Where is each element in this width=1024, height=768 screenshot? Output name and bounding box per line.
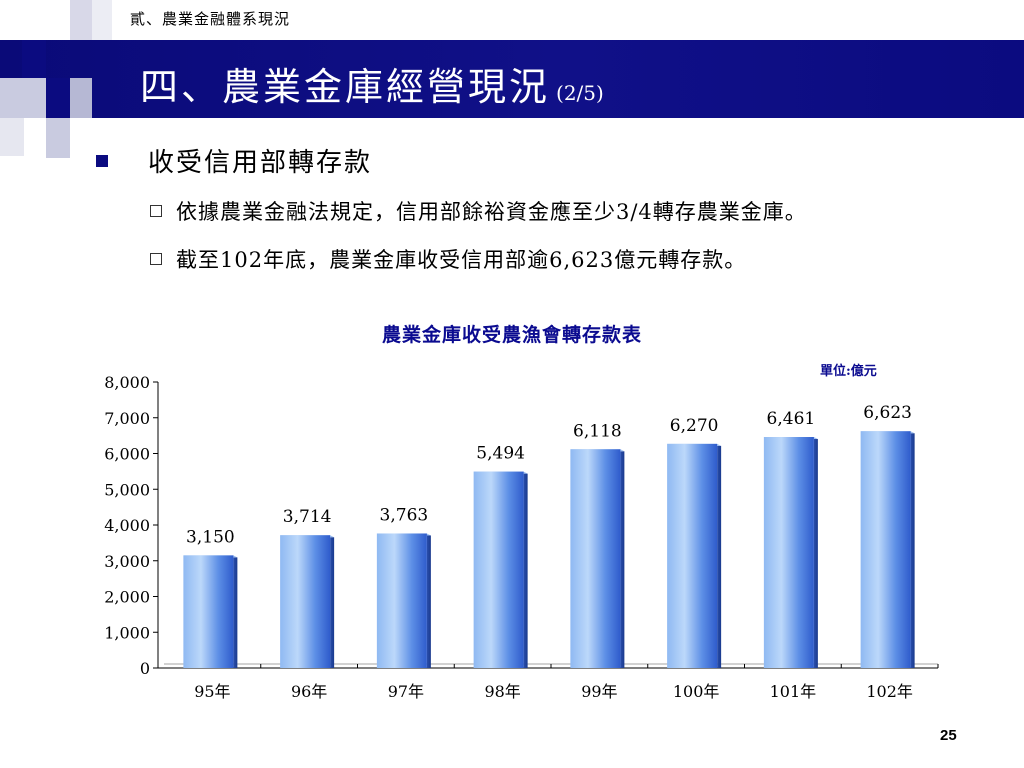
decorative-square — [0, 78, 46, 118]
y-tick-label: 8,000 — [104, 373, 150, 392]
x-tick-label: 101年 — [770, 682, 817, 701]
square-bullet-icon — [96, 155, 108, 167]
bar-side — [620, 451, 625, 668]
x-tick-label: 98年 — [484, 682, 520, 701]
decorative-square — [22, 40, 46, 78]
decorative-square — [46, 78, 70, 118]
data-label: 3,150 — [186, 527, 235, 547]
sub-bullet: 截至102年底，農業金庫收受信用部逾6,623億元轉存款。 — [150, 244, 746, 274]
x-tick-label: 95年 — [194, 682, 230, 701]
bar-side — [813, 439, 818, 668]
y-tick-label: 1,000 — [104, 623, 150, 642]
bar — [376, 533, 427, 668]
hollow-square-bullet-icon — [150, 205, 162, 217]
data-label: 3,714 — [283, 507, 332, 527]
bar — [280, 535, 331, 668]
y-tick-label: 3,000 — [104, 552, 150, 571]
decorative-square — [46, 118, 70, 158]
x-tick-label: 102年 — [866, 682, 913, 701]
data-label: 3,763 — [380, 505, 429, 525]
y-tick-label: 4,000 — [104, 516, 150, 535]
decorative-square — [70, 0, 94, 40]
x-tick-label: 100年 — [673, 682, 720, 701]
x-tick-label: 96年 — [291, 682, 327, 701]
data-label: 6,623 — [863, 403, 912, 423]
data-label: 6,461 — [767, 409, 816, 429]
bar-side — [233, 557, 238, 668]
bar-side — [717, 445, 722, 668]
bullet-main-text: 收受信用部轉存款 — [148, 148, 373, 178]
bar-side — [910, 433, 915, 668]
y-tick-label: 7,000 — [104, 409, 150, 428]
y-tick-label: 5,000 — [104, 480, 150, 499]
header-strip — [0, 0, 1024, 40]
page-indicator: (2/5) — [556, 81, 604, 105]
page-title: 四、農業金庫經營現況 (2/5) — [140, 56, 604, 111]
bullet-main: 收受信用部轉存款 — [96, 142, 372, 179]
page-number: 25 — [940, 727, 957, 744]
chart-title: 農業金庫收受農漁會轉存款表 — [381, 324, 642, 346]
data-label: 5,494 — [476, 444, 525, 464]
sub-bullet-text: 截至102年底，農業金庫收受信用部逾6,623億元轉存款。 — [176, 248, 747, 272]
y-tick-label: 0 — [140, 659, 150, 678]
bar — [667, 443, 718, 668]
x-tick-label: 99年 — [581, 682, 617, 701]
bar-side — [523, 473, 528, 668]
bar-side — [330, 537, 335, 668]
bar — [860, 431, 911, 668]
bar — [763, 437, 814, 668]
data-label: 6,118 — [573, 421, 622, 441]
decorative-square — [92, 0, 112, 40]
bar — [473, 471, 524, 668]
bar — [570, 449, 621, 668]
page-title-text: 四、農業金庫經營現況 — [140, 65, 551, 109]
y-tick-label: 2,000 — [104, 588, 150, 607]
data-label: 6,270 — [670, 416, 719, 436]
decorative-square — [70, 78, 92, 118]
sub-bullet-text: 依據農業金融法規定，信用部餘裕資金應至少3/4轉存農業金庫。 — [176, 200, 807, 224]
sub-bullet: 依據農業金融法規定，信用部餘裕資金應至少3/4轉存農業金庫。 — [150, 196, 807, 226]
bar-side — [426, 535, 431, 668]
bar — [183, 555, 234, 668]
y-tick-label: 6,000 — [104, 445, 150, 464]
hollow-square-bullet-icon — [150, 253, 162, 265]
breadcrumb: 貳、農業金融體系現況 — [130, 10, 291, 28]
x-tick-label: 97年 — [388, 682, 424, 701]
decorative-square — [0, 118, 24, 156]
title-bar — [0, 40, 1024, 118]
unit-label: 單位:億元 — [820, 364, 877, 379]
